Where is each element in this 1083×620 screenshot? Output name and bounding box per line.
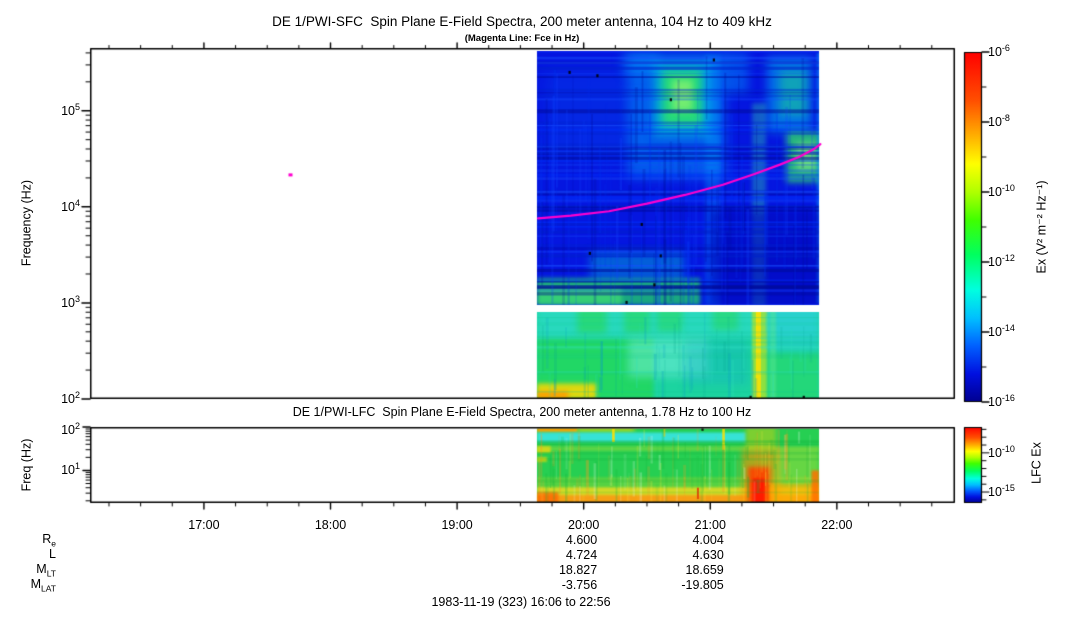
x-tick-label: 22:00	[821, 518, 853, 532]
x-tick-label: 21:00	[694, 518, 726, 532]
sfc-colorbar-tick-label: 10-8	[988, 113, 1010, 130]
ephemeris-value: 4.630	[692, 548, 724, 562]
ephemeris-value: -19.805	[681, 578, 724, 592]
ephemeris-row-label-mlt: MLT	[36, 562, 56, 579]
x-tick-label: 20:00	[568, 518, 600, 532]
sfc-panel-title: DE 1/PWI-SFC Spin Plane E-Field Spectra,…	[272, 14, 772, 29]
lfc-colorbar-tick-label: 10-10	[988, 443, 1015, 460]
x-tick-label: 19:00	[441, 518, 473, 532]
sfc-colorbar-tick-label: 10-14	[988, 323, 1015, 340]
sfc-y-tick-label: 103	[61, 293, 80, 311]
sfc-colorbar-tick-label: 10-12	[988, 253, 1015, 270]
ephemeris-value: 4.600	[565, 533, 598, 547]
ephemeris-row-label-l: L	[49, 547, 56, 561]
ephemeris-value: 4.004	[692, 533, 724, 547]
x-tick-label: 17:00	[188, 518, 220, 532]
sfc-y-axis-label: Frequency (Hz)	[19, 179, 34, 267]
sfc-colorbar-tick-label: 10-6	[988, 43, 1010, 60]
lfc-y-tick-label: 101	[61, 461, 80, 478]
sfc-colorbar-tick-label: 10-10	[988, 183, 1015, 200]
ephemeris-value: 4.724	[565, 548, 598, 562]
ephemeris-value: 18.659	[685, 563, 724, 577]
sfc-y-tick-label: 104	[61, 197, 80, 214]
lfc-colorbar-tick-label: 10-15	[988, 483, 1015, 500]
date-range-label: 1983-11-19 (323) 16:06 to 22:56	[431, 595, 611, 609]
sfc-y-tick-label: 105	[61, 101, 80, 118]
lfc-panel-title: DE 1/PWI-LFC Spin Plane E-Field Spectra,…	[292, 405, 752, 419]
sfc-y-tick-label: 102	[61, 390, 80, 407]
sfc-panel-subtitle: (Magenta Line: Fce in Hz)	[464, 33, 580, 44]
sfc-colorbar-title: Ex (V² m⁻² Hz⁻¹)	[1034, 180, 1049, 274]
lfc-colorbar-title: LFC Ex	[1029, 442, 1044, 484]
ephemeris-value: 18.827	[558, 563, 598, 577]
ephemeris-value: -3.756	[561, 578, 598, 592]
ephemeris-row-label-re: Re	[42, 532, 56, 549]
lfc-y-axis-label: Freq (Hz)	[19, 438, 34, 492]
sfc-colorbar-tick-label: 10-16	[988, 393, 1015, 410]
lfc-y-tick-label: 102	[61, 421, 80, 438]
x-tick-label: 18:00	[314, 518, 347, 532]
ephemeris-row-label-mlat: MLAT	[30, 577, 56, 594]
